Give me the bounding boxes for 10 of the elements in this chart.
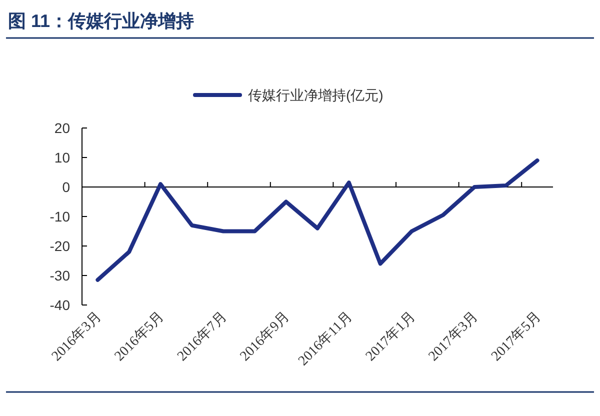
y-tick-label: -10 xyxy=(50,208,70,224)
legend-label: 传媒行业净增持(亿元) xyxy=(248,87,384,103)
y-tick-label: 0 xyxy=(62,179,70,195)
y-tick-label: -40 xyxy=(50,297,70,313)
y-tick-label: 20 xyxy=(54,120,70,136)
y-tick-label: -20 xyxy=(50,238,70,254)
y-tick-label: -30 xyxy=(50,268,70,284)
line-series xyxy=(96,158,540,282)
chart-title: 图 11：传媒行业净增持 xyxy=(8,11,194,31)
y-tick-label: 10 xyxy=(54,150,70,166)
